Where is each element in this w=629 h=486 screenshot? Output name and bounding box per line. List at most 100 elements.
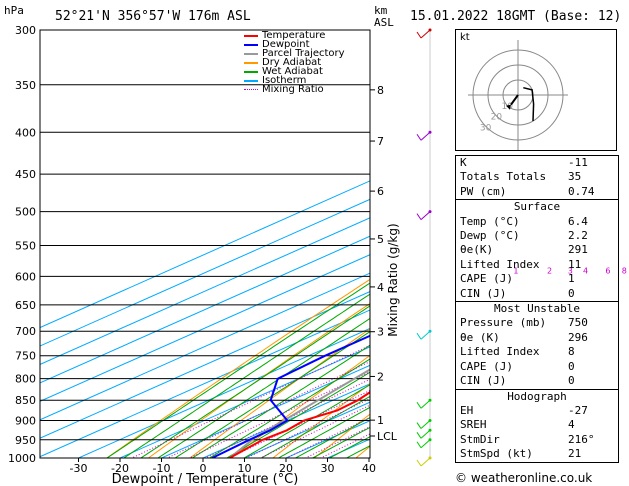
wind-level-dot — [428, 210, 432, 214]
index-value: 0.74 — [568, 184, 595, 198]
pressure-tick-label: 700 — [15, 325, 36, 338]
index-row: EH -27 — [456, 404, 618, 418]
index-value: -27 — [568, 403, 588, 417]
mixing-ratio-line — [245, 398, 370, 458]
temperature-tick-label: 20 — [279, 462, 293, 475]
index-row: StmDir 216° — [456, 433, 618, 447]
index-value: 0 — [568, 374, 575, 388]
units-hpa: hPa — [4, 4, 24, 17]
pressure-tick-label: 850 — [15, 394, 36, 407]
isotherm-line — [40, 254, 370, 402]
index-value: 21 — [568, 447, 582, 461]
legend-item: Temperature — [244, 30, 345, 41]
index-row: StmSpd (kt) 21 — [456, 447, 618, 461]
wind-barb — [420, 211, 431, 220]
pressure-tick-label: 550 — [15, 239, 36, 252]
wet-adiabat-line — [225, 371, 370, 458]
dewpoint-line — [211, 334, 370, 458]
temperature-tick-label: -10 — [153, 462, 171, 475]
mixing-ratio-line — [285, 416, 370, 458]
wind-level-dot — [428, 28, 432, 32]
wind-level-dot — [428, 329, 432, 333]
index-value: 216° — [568, 432, 595, 446]
legend-swatch — [244, 61, 258, 64]
index-row: K -11 — [456, 156, 618, 170]
section-title: Surface — [456, 199, 618, 214]
mixing-ratio-line — [304, 426, 370, 458]
wind-barb-flag — [416, 133, 422, 141]
temperature-tick-label: 0 — [200, 462, 207, 475]
y-axis-right-label: Mixing Ratio (g/kg) — [386, 223, 400, 336]
legend-swatch — [244, 79, 258, 82]
isotherm-line — [40, 217, 370, 365]
mixing-ratio-label: 4 — [583, 266, 588, 275]
height-km-label: 7 — [377, 135, 384, 148]
index-label: Lifted Index — [460, 257, 540, 271]
legend-item: Dewpoint — [244, 39, 345, 50]
index-value: 0 — [568, 286, 575, 300]
units-km: km — [374, 4, 388, 17]
mixing-ratio-label: 1 — [513, 266, 518, 275]
wet-adiabat-line — [174, 330, 370, 458]
x-axis-label: Dewpoint / Temperature (°C) — [112, 472, 299, 486]
wind-barb-flag — [416, 432, 422, 439]
hodograph-ring-label: 30 — [480, 123, 492, 133]
index-label: Temp (°C) — [460, 214, 520, 228]
legend-label: Wet Adiabat — [262, 66, 323, 77]
wind-barb — [420, 420, 431, 429]
height-km-label: 5 — [377, 233, 384, 246]
section-title: Hodograph — [456, 388, 618, 404]
temperature-tick-label: 30 — [321, 462, 335, 475]
wind-barb-flag — [416, 441, 422, 449]
legend-swatch — [244, 43, 258, 46]
legend-label: Mixing Ratio — [262, 84, 324, 95]
wind-barb-flag — [416, 332, 422, 340]
legend-swatch — [244, 34, 258, 37]
pressure-tick-label: 650 — [15, 299, 36, 312]
index-value: 291 — [568, 243, 588, 257]
index-value: -11 — [568, 156, 588, 169]
index-row: θe (K) 296 — [456, 331, 618, 345]
legend-label: Dewpoint — [262, 39, 310, 50]
index-row: Totals Totals 35 — [456, 170, 618, 184]
pressure-tick-label: 800 — [15, 373, 36, 386]
storm-motion-arrowhead — [505, 104, 511, 110]
wind-barb-flag — [416, 31, 422, 39]
legend-label: Dry Adiabat — [262, 57, 322, 68]
index-value: 11 — [568, 257, 582, 271]
height-km-label: 4 — [377, 281, 384, 294]
pressure-tick-label: 300 — [15, 24, 36, 37]
section-title: Most Unstable — [456, 301, 618, 316]
legend-item: Parcel Trajectory — [244, 49, 345, 59]
mixing-ratio-line — [319, 433, 370, 458]
index-row: θe(K) 291 — [456, 243, 618, 257]
index-value: 6.4 — [568, 214, 588, 228]
index-row: Temp (°C) 6.4 — [456, 215, 618, 229]
legend-label: Temperature — [262, 30, 326, 41]
isotherm-line — [160, 364, 370, 458]
legend-item: Wet Adiabat — [244, 66, 345, 77]
wet-adiabat-line — [139, 305, 370, 458]
index-value: 2.2 — [568, 229, 588, 243]
credit-text: © weatheronline.co.uk — [455, 471, 593, 485]
pressure-tick-label: 450 — [15, 168, 36, 181]
location-title: 52°21'N 356°57'W 176m ASL — [55, 9, 251, 24]
pressure-tick-label: 950 — [15, 434, 36, 447]
wind-barb-flag — [416, 213, 422, 220]
wind-level-dot — [428, 398, 432, 402]
dry-adiabat-line — [272, 383, 370, 458]
temperature-tick-label: 10 — [238, 462, 252, 475]
wet-adiabat-line — [260, 395, 370, 458]
legend-swatch — [244, 89, 258, 90]
pressure-tick-label: 1000 — [8, 452, 36, 465]
indices-table: K -11 Totals Totals 35 PW (cm) 0.74 Surface Tem… — [455, 155, 619, 463]
isotherm-line — [40, 291, 370, 439]
index-row: CIN (J) 0 — [456, 287, 618, 301]
mixing-ratio-line — [204, 378, 370, 458]
wet-adiabat-line — [243, 384, 370, 458]
index-label: CAPE (J) — [460, 359, 513, 373]
wind-barb-flag — [416, 422, 422, 429]
wind-level-dot — [428, 130, 432, 134]
